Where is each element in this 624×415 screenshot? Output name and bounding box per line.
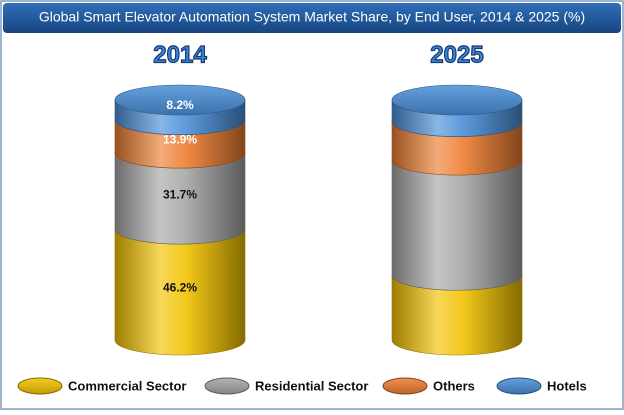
legend-swatch [382,377,428,395]
value-label: 31.7% [163,187,197,201]
cylinder-segment [391,121,523,176]
legend-swatch [496,377,542,395]
segment-top [391,84,523,116]
value-label: 13.9% [163,133,197,147]
legend-label: Hotels [547,378,587,393]
title-banner [3,3,621,33]
chart-title: Global Smart Elevator Automation System … [39,9,585,25]
category-label: 2025 [430,41,483,68]
value-label: 8.2% [166,98,194,112]
legend-swatch [17,377,63,395]
legend-swatch [204,377,250,395]
cylinder-segment [114,228,246,356]
legend-label: Commercial Sector [68,378,187,393]
segment-top [114,84,246,116]
category-label: 2014 [153,41,207,68]
legend-label: Others [433,378,475,393]
cylinder-segment [391,274,523,356]
legend-label: Residential Sector [255,378,368,393]
cylinder-segment [391,159,523,291]
value-label: 46.2% [163,281,197,295]
cylinder-segment [114,152,246,245]
